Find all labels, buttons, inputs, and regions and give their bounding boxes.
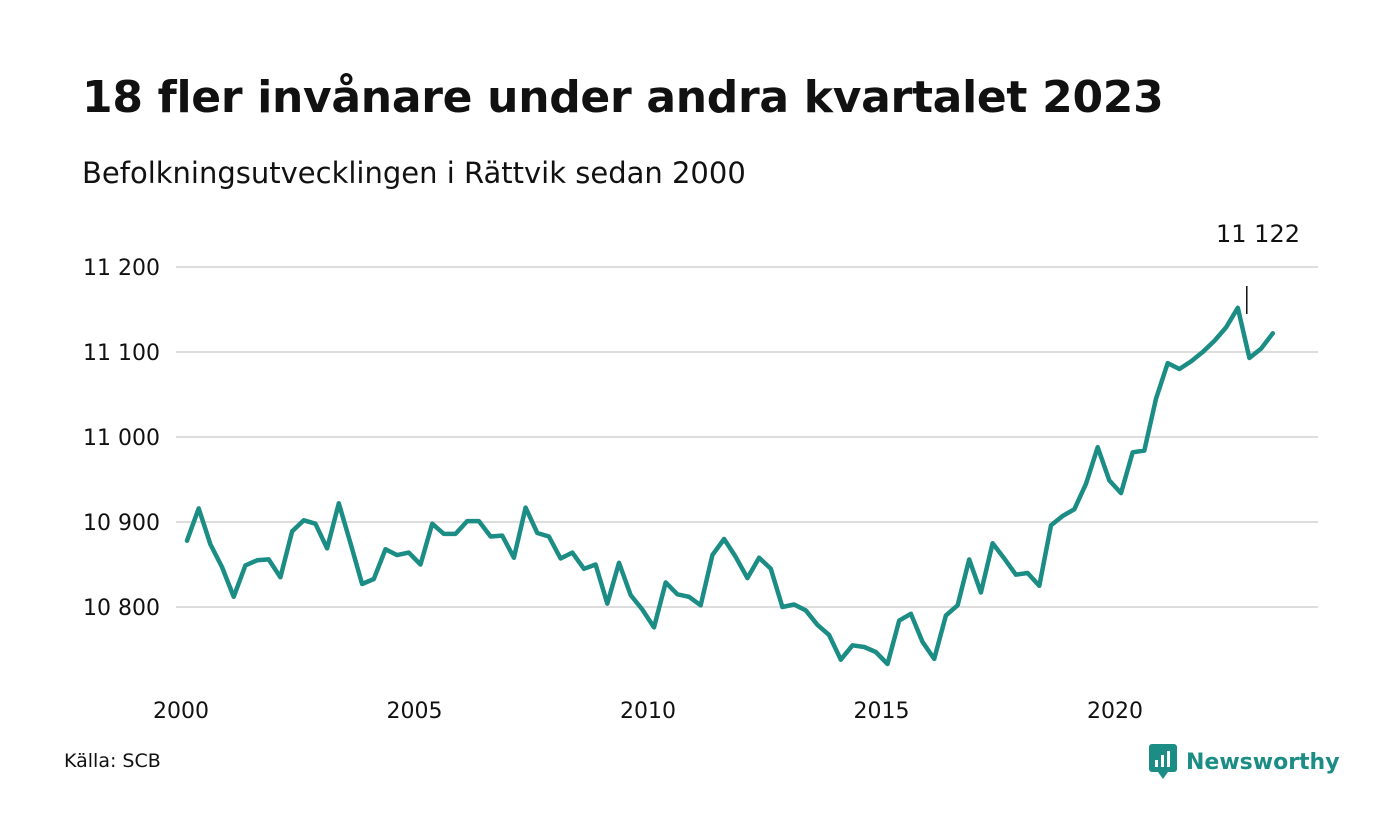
source-note: Källa: SCB <box>64 750 161 772</box>
y-tick-label: 11 100 <box>83 341 160 366</box>
x-tick-label: 2010 <box>620 699 676 724</box>
brand-logo: Newsworthy <box>1148 742 1340 782</box>
series-line <box>184 305 1276 667</box>
annotation-label: 11 122 <box>1216 220 1300 248</box>
x-axis-labels: 2000 2005 2010 2015 2020 <box>153 699 1143 724</box>
y-tick-label: 11 200 <box>83 256 160 281</box>
gridlines <box>176 266 1318 608</box>
newsworthy-logo-icon <box>1149 744 1177 779</box>
annotations: 11 122 <box>1216 220 1300 314</box>
x-tick-label: 2015 <box>854 699 910 724</box>
y-tick-label: 10 900 <box>83 511 160 536</box>
x-tick-label: 2020 <box>1087 699 1143 724</box>
chart-title: 18 fler invånare under andra kvartalet 2… <box>82 72 1164 123</box>
y-tick-label: 10 800 <box>83 596 160 621</box>
y-axis-labels: 10 800 10 900 11 000 11 100 11 200 <box>83 256 160 621</box>
x-tick-label: 2005 <box>387 699 443 724</box>
series-lines <box>184 305 1276 667</box>
brand-name: Newsworthy <box>1186 749 1340 775</box>
x-tick-label: 2000 <box>153 699 209 724</box>
y-tick-label: 11 000 <box>83 426 160 451</box>
chart-subtitle: Befolkningsutvecklingen i Rättvik sedan … <box>82 156 746 190</box>
